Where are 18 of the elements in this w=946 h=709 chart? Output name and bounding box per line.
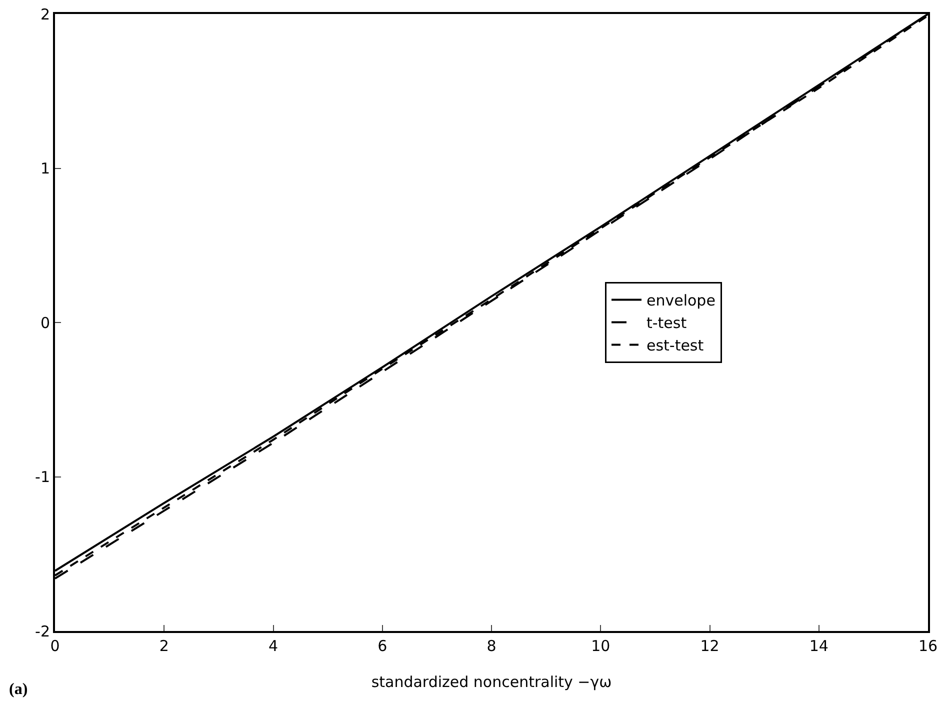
y-tick-label: -1 (35, 468, 50, 486)
x-tick-label: 4 (268, 637, 278, 655)
legend-label: est-test (646, 336, 704, 355)
y-tick-label: 2 (40, 5, 50, 24)
y-tick-label: 0 (40, 314, 50, 332)
y-tick-label: 1 (40, 160, 50, 178)
x-tick-label: 8 (486, 637, 496, 655)
x-tick-label: 10 (591, 637, 610, 655)
legend-label: envelope (646, 292, 716, 310)
y-tick-label: -2 (35, 622, 50, 640)
legend-label: t-test (646, 314, 687, 332)
x-axis-title: standardized noncentrality −γω (371, 673, 612, 691)
x-tick-label: 16 (918, 637, 938, 655)
x-tick-label: 2 (159, 637, 169, 655)
x-tick-label: 14 (809, 637, 828, 655)
x-tick-label: 12 (700, 637, 720, 655)
text: (a) (9, 681, 28, 698)
x-tick-label: 6 (378, 637, 388, 655)
